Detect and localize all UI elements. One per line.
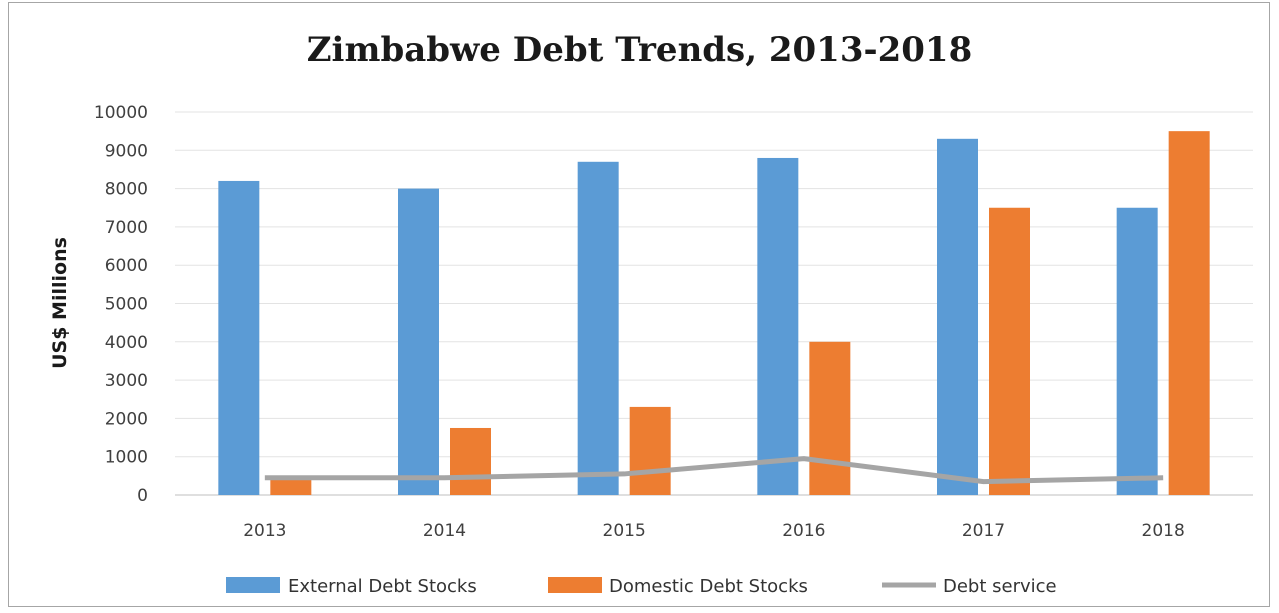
y-tick-label: 9000	[105, 141, 148, 161]
y-tick-label: 0	[137, 486, 148, 506]
chart-title: Zimbabwe Debt Trends, 2013-2018	[306, 30, 973, 70]
y-tick-label: 3000	[105, 371, 148, 391]
y-tick-label: 6000	[105, 256, 148, 276]
legend-label: Domestic Debt Stocks	[609, 576, 808, 597]
bar-external-debt-stocks-2013	[218, 180, 260, 495]
x-tick-label: 2014	[423, 521, 466, 541]
bar-domestic-debt-stocks-2016	[809, 341, 851, 495]
legend: External Debt Stocks Domestic Debt Stocks…	[226, 576, 1057, 597]
bar-external-debt-stocks-2014	[398, 188, 439, 495]
bar-external-debt-stocks-2016	[757, 157, 799, 495]
bar-external-debt-stocks-2015	[577, 161, 619, 496]
x-tick-label: 2013	[243, 521, 286, 541]
y-tick-label: 7000	[105, 218, 148, 238]
x-tick-label: 2017	[962, 521, 1005, 541]
bars	[218, 131, 1210, 496]
legend-label: Debt service	[943, 576, 1057, 597]
y-tick-label: 5000	[105, 295, 148, 315]
y-axis-label: US$ Millions	[49, 237, 71, 369]
legend-label: External Debt Stocks	[288, 576, 477, 597]
bar-external-debt-stocks-2018	[1116, 207, 1158, 495]
line-debt-service	[264, 456, 1164, 485]
legend-swatch	[548, 577, 602, 593]
bar-domestic-debt-stocks-2013	[270, 475, 312, 495]
x-tick-label: 2016	[782, 521, 825, 541]
bar-domestic-debt-stocks-2014	[450, 427, 491, 495]
x-tick-labels: 2013 2014 2015 2016 2017 2018	[243, 521, 1185, 541]
y-tick-label: 10000	[94, 103, 148, 123]
bar-domestic-debt-stocks-2018	[1168, 131, 1210, 495]
legend-swatch	[226, 577, 280, 593]
y-tick-label: 4000	[105, 333, 148, 353]
bar-external-debt-stocks-2017	[937, 138, 978, 495]
y-tick-label: 1000	[105, 448, 148, 468]
y-tick-label: 8000	[105, 180, 148, 200]
x-tick-label: 2018	[1142, 521, 1185, 541]
grid-lines	[175, 111, 1253, 496]
bar-domestic-debt-stocks-2015	[629, 406, 671, 495]
debt-service-line	[264, 456, 1164, 485]
x-tick-label: 2015	[603, 521, 646, 541]
bar-domestic-debt-stocks-2017	[989, 207, 1030, 495]
y-tick-label: 2000	[105, 409, 148, 429]
y-tick-labels: 0 1000 2000 3000 4000 5000 6000 7000 8000 9000 100…	[94, 103, 148, 506]
